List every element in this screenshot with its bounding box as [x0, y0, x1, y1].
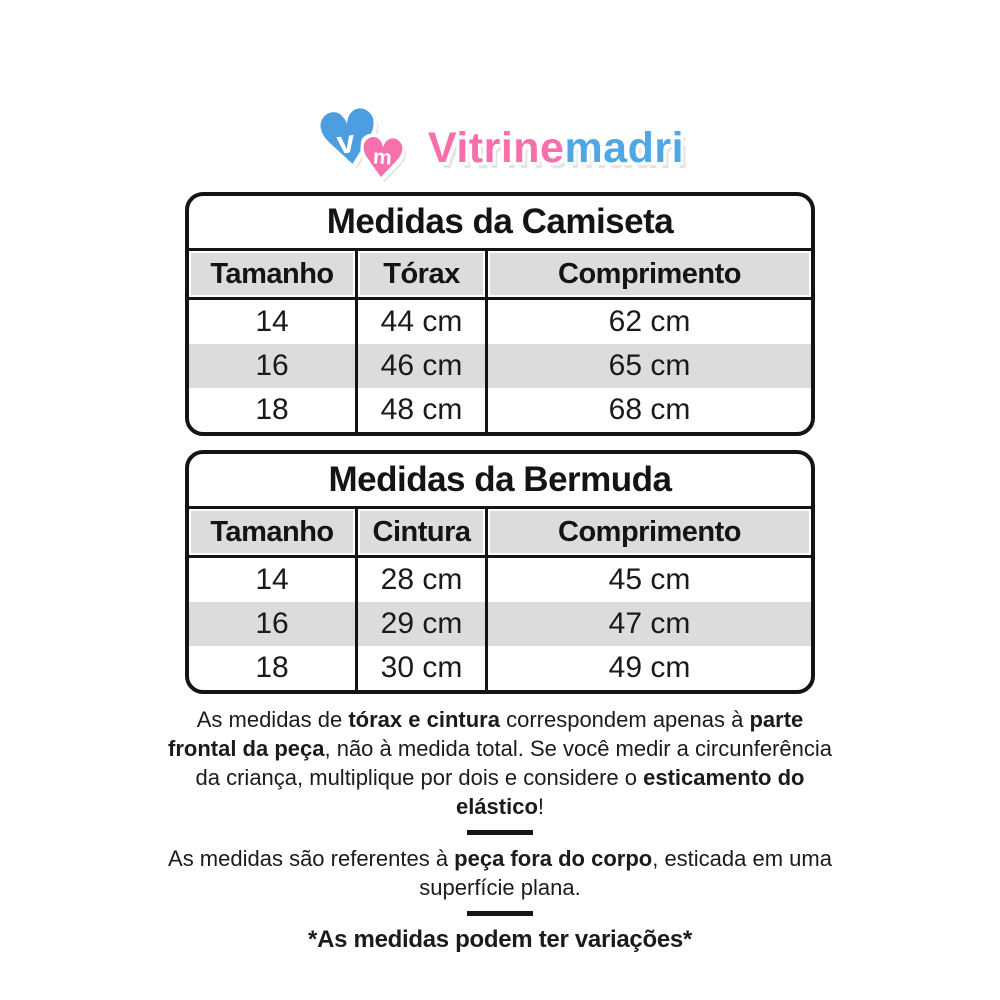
- note-text: , não à medida total. Se você medir a ci…: [195, 736, 832, 790]
- cell-comprimento: 68 cm: [485, 388, 811, 432]
- column-header-tamanho: Tamanho: [189, 251, 355, 297]
- note-flat-surface: As medidas são referentes à peça fora do…: [168, 844, 832, 902]
- note-text: As medidas de: [196, 707, 349, 732]
- table-row: 14 44 cm 62 cm: [189, 300, 811, 344]
- section-divider: [467, 911, 533, 916]
- cell-torax: 48 cm: [355, 388, 485, 432]
- note-text: correspondem apenas à: [499, 707, 750, 732]
- camiseta-table-title: Medidas da Camiseta: [326, 202, 674, 241]
- note-variations: *As medidas podem ter variações*: [308, 926, 692, 953]
- cell-tamanho: 14: [255, 563, 289, 596]
- cell-tamanho: 16: [189, 344, 355, 388]
- brand-name-part1: Vitrine: [427, 123, 565, 172]
- table-row: 14 28 cm 45 cm: [189, 558, 811, 602]
- section-divider: [467, 830, 533, 835]
- cell-tamanho: 18: [255, 651, 289, 684]
- bermuda-header-row: Tamanho Cintura Comprimento: [189, 506, 811, 558]
- note-text-bold: peça fora do corpo: [454, 846, 653, 871]
- cell-torax: 46 cm: [355, 344, 485, 388]
- brand-logo-mark: ♥ v ♥ m: [310, 92, 414, 192]
- note-text-bold: esticamento do elástico: [455, 765, 805, 819]
- cell-comprimento: 49 cm: [485, 646, 811, 690]
- brand-name-part2: madri: [564, 123, 685, 172]
- column-header-cintura: Cintura: [355, 509, 485, 555]
- note-measure-explanation: As medidas de tórax e cintura correspond…: [168, 705, 832, 821]
- bermuda-table-title: Medidas da Bermuda: [328, 460, 672, 499]
- cell-comprimento: 65 cm: [485, 344, 811, 388]
- camiseta-header-row: Tamanho Tórax Comprimento: [189, 248, 811, 300]
- cell-tamanho: 16: [189, 602, 355, 646]
- note-text: !: [537, 794, 545, 819]
- notes-section: As medidas de tórax e cintura correspond…: [168, 705, 832, 954]
- cell-cintura: 30 cm: [355, 646, 485, 690]
- note-text: As medidas são referentes à: [168, 846, 455, 871]
- table-row: 16 29 cm 47 cm: [189, 602, 811, 646]
- cell-comprimento: 47 cm: [485, 602, 811, 646]
- table-row: 16 46 cm 65 cm: [189, 344, 811, 388]
- brand-logo: ♥ v ♥ m Vitrinemadri: [0, 0, 1000, 192]
- cell-torax: 44 cm: [355, 300, 485, 344]
- cell-cintura: 29 cm: [355, 602, 485, 646]
- table-row: 18 48 cm 68 cm: [189, 388, 811, 432]
- column-header-tamanho: Tamanho: [189, 509, 355, 555]
- cell-tamanho: 18: [255, 393, 289, 426]
- column-header-torax: Tórax: [355, 251, 485, 297]
- bermuda-measurements-table: Medidas da Bermuda Tamanho Cintura Compr…: [185, 450, 815, 694]
- table-row: 18 30 cm 49 cm: [189, 646, 811, 690]
- camiseta-measurements-table: Medidas da Camiseta Tamanho Tórax Compri…: [185, 192, 815, 436]
- note-text: , esticada em uma superfície plana.: [419, 846, 832, 900]
- cell-cintura: 28 cm: [355, 558, 485, 602]
- note-text-bold: tórax e cintura: [348, 707, 500, 732]
- cell-comprimento: 62 cm: [485, 300, 811, 344]
- cell-tamanho: 14: [255, 305, 289, 338]
- column-header-comprimento: Comprimento: [485, 509, 811, 555]
- brand-wordmark: Vitrinemadri: [428, 124, 684, 173]
- cell-comprimento: 45 cm: [485, 558, 811, 602]
- heart-m-letter: m: [372, 145, 393, 170]
- note-text-bold: parte frontal da peça: [168, 707, 804, 761]
- column-header-comprimento: Comprimento: [485, 251, 811, 297]
